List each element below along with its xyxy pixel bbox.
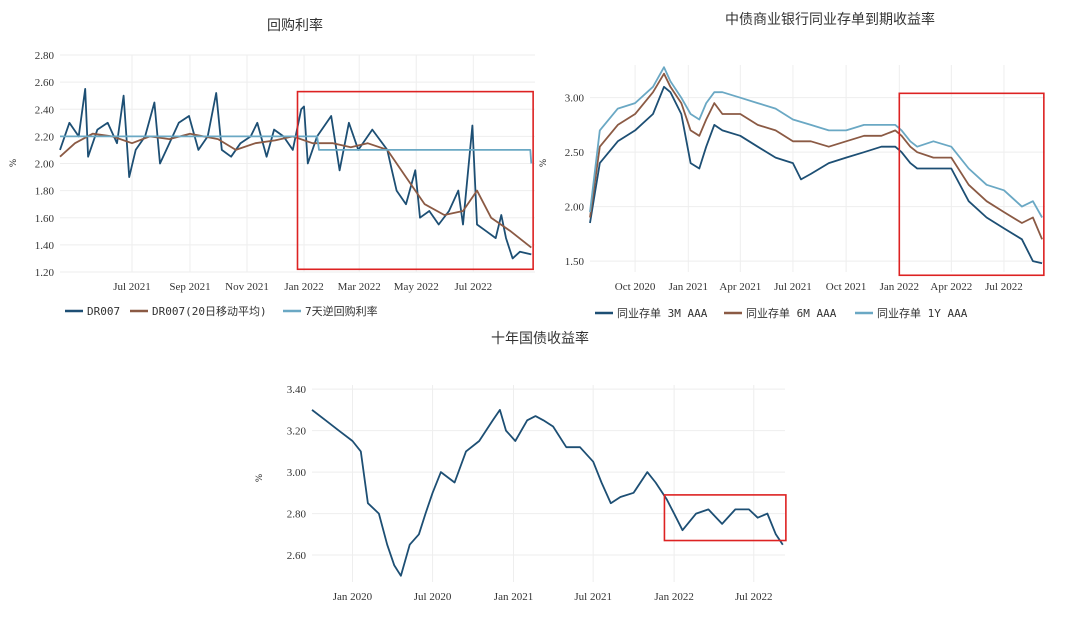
cgb-y-tick-label: 3.20 (287, 426, 307, 438)
ncd-legend-6m[interactable]: 同业存单 6M AAA (746, 306, 837, 320)
ncd-x-tick-label: Apr 2021 (719, 281, 761, 293)
repo-y-tick-label: 2.40 (35, 104, 55, 116)
ncd-x-tick-label: Jan 2022 (880, 281, 919, 293)
ncd-chart-y-unit: % (539, 158, 549, 167)
repo-y-tick-label: 1.40 (35, 240, 55, 252)
ncd-series-line-2 (589, 66, 1043, 218)
repo-y-tick-label: 2.80 (35, 50, 55, 62)
ncd-series-line-0 (589, 85, 1043, 265)
cgb-series-line-0 (311, 409, 784, 577)
repo-legend: DR007 DR007(20日移动平均) 7天逆回购利率 (65, 304, 378, 318)
ncd-x-tick-label: Oct 2021 (826, 281, 867, 293)
cgb-y-tick-label: 3.40 (287, 384, 307, 396)
ncd-x-tick-label: Jul 2022 (985, 281, 1023, 293)
repo-y-tick-label: 2.20 (35, 131, 55, 143)
repo-chart-y-unit: % (9, 158, 19, 167)
cgb-x-tick-label: Jan 2020 (333, 591, 373, 603)
repo-x-tick-label: Mar 2022 (338, 281, 381, 293)
cgb-10y-yield-chart: 十年国债收益率 % 2.60 2.80 3.00 3.20 3.40 Jan 2020 Ju… (255, 330, 787, 603)
cgb-x-tick-label: Jul 2021 (574, 591, 612, 603)
repo-chart-title: 回购利率 (267, 17, 323, 34)
repo-y-tick-label: 2.00 (35, 159, 55, 171)
cgb-grid (312, 385, 785, 582)
repo-legend-reverse-repo[interactable]: 7天逆回购利率 (305, 304, 378, 318)
repo-series-line-0 (59, 88, 532, 260)
ncd-yield-chart: 中债商业银行同业存单到期收益率 % 1.50 2.00 2.50 3.00 Oct 20… (539, 11, 1045, 320)
repo-y-tick-label: 1.20 (35, 267, 55, 279)
repo-legend-dr007-ma20[interactable]: DR007(20日移动平均) (152, 305, 267, 318)
ncd-x-tick-label: Jul 2021 (774, 281, 812, 293)
cgb-y-tick-label: 2.80 (287, 509, 307, 521)
cgb-y-tick-label: 3.00 (287, 467, 307, 479)
cgb-highlight-box (663, 494, 787, 542)
ncd-series-line-1 (589, 72, 1043, 240)
ncd-y-tick-label: 1.50 (565, 256, 585, 268)
ncd-chart-title: 中债商业银行同业存单到期收益率 (725, 11, 935, 28)
cgb-series-group (311, 409, 787, 577)
repo-x-tick-label: Jul 2022 (454, 281, 492, 293)
repo-y-tick-label: 1.80 (35, 186, 55, 198)
repo-series-group (59, 88, 534, 271)
ncd-axis-labels: 1.50 2.00 2.50 3.00 Oct 2020 Jan 2021 Apr 2021… (565, 93, 1023, 293)
ncd-y-tick-label: 2.50 (565, 147, 585, 159)
ncd-series-group (589, 66, 1045, 277)
cgb-y-tick-label: 2.60 (287, 550, 307, 562)
cgb-x-tick-label: Jan 2021 (494, 591, 533, 603)
repo-rate-chart: 回购利率 % 1.20 1.40 1.60 1.80 2.00 2.20 2.40 2.60 2… (9, 17, 535, 318)
cgb-x-tick-label: Jan 2022 (654, 591, 693, 603)
cgb-x-tick-label: Jul 2020 (414, 591, 452, 603)
repo-legend-dr007[interactable]: DR007 (87, 305, 120, 318)
cgb-chart-y-unit: % (255, 473, 265, 482)
repo-x-tick-label: Jan 2022 (284, 281, 323, 293)
repo-x-tick-label: May 2022 (394, 281, 439, 293)
repo-y-tick-label: 1.60 (35, 213, 55, 225)
cgb-x-tick-label: Jul 2022 (735, 591, 773, 603)
ncd-highlight-box (898, 92, 1045, 277)
ncd-legend-3m[interactable]: 同业存单 3M AAA (617, 306, 708, 320)
cgb-axis-labels: 2.60 2.80 3.00 3.20 3.40 Jan 2020 Jul 2020 Jan … (287, 384, 773, 603)
ncd-x-tick-label: Apr 2022 (930, 281, 972, 293)
repo-x-tick-label: Sep 2021 (169, 281, 210, 293)
repo-x-tick-label: Jul 2021 (113, 281, 151, 293)
ncd-legend: 同业存单 3M AAA 同业存单 6M AAA 同业存单 1Y AAA (595, 306, 968, 320)
ncd-y-tick-label: 2.00 (565, 202, 585, 214)
repo-axis-labels: 1.20 1.40 1.60 1.80 2.00 2.20 2.40 2.60 2.80 Jul … (35, 50, 492, 293)
ncd-y-tick-label: 3.00 (565, 93, 585, 105)
ncd-x-tick-label: Jan 2021 (669, 281, 708, 293)
repo-series-line-2 (60, 135, 533, 164)
ncd-x-tick-label: Oct 2020 (615, 281, 656, 293)
repo-series-line-1 (59, 132, 532, 249)
repo-y-tick-label: 2.60 (35, 77, 55, 89)
repo-highlight-box (296, 90, 534, 271)
repo-x-tick-label: Nov 2021 (225, 281, 269, 293)
cgb-chart-title: 十年国债收益率 (491, 330, 589, 347)
ncd-legend-1y[interactable]: 同业存单 1Y AAA (877, 306, 968, 320)
ncd-grid (590, 65, 1045, 272)
